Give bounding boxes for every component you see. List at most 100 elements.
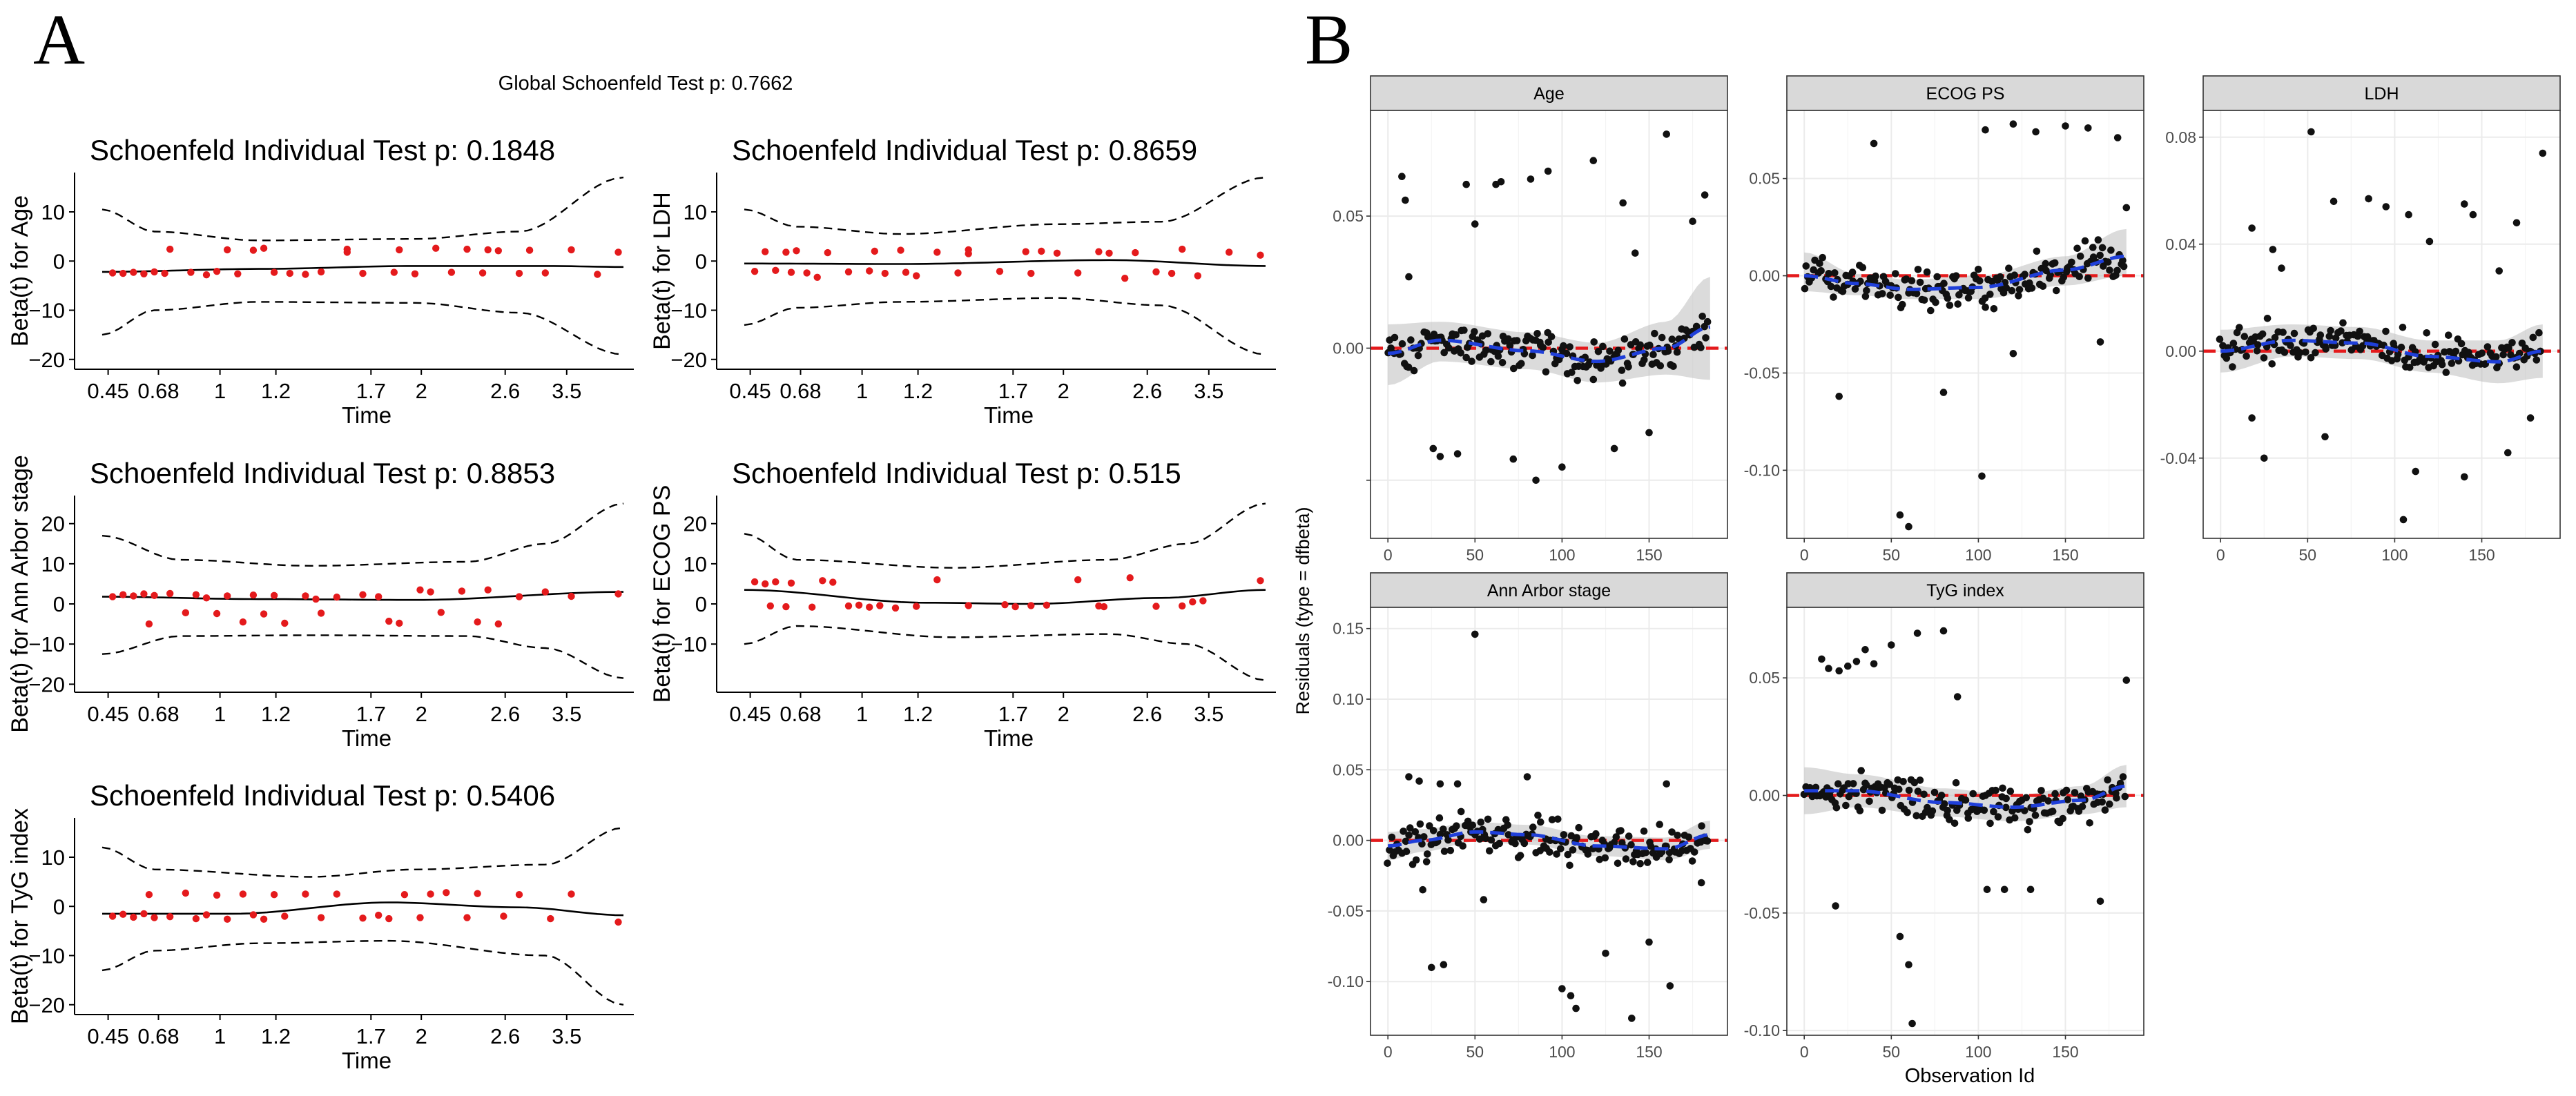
- y-tick-label: −20: [28, 993, 65, 1017]
- plot-title: Schoenfeld Individual Test p: 0.515: [732, 457, 1181, 489]
- residual-point: [1257, 251, 1264, 259]
- residual-point: [239, 618, 247, 626]
- y-tick-label: 0.04: [2165, 235, 2196, 253]
- x-tick-label: 1.7: [998, 702, 1028, 726]
- observation-point: [1387, 344, 1395, 352]
- smooth-fit-curve: [744, 259, 1266, 267]
- observation-point: [1895, 293, 1902, 302]
- x-tick-label: 1.7: [998, 379, 1028, 403]
- observation-point: [1651, 329, 1658, 337]
- residual-point: [400, 891, 409, 899]
- observation-point: [1862, 781, 1870, 789]
- observation-point: [2064, 796, 2072, 803]
- observation-point: [1664, 347, 1672, 355]
- residual-point: [1022, 248, 1029, 255]
- observation-point: [2015, 286, 2024, 293]
- observation-point: [1482, 834, 1490, 843]
- y-tick-label: 10: [684, 200, 707, 224]
- outlier-point: [2248, 414, 2256, 422]
- outlier-point: [2248, 224, 2256, 232]
- observation-point: [1952, 779, 1960, 787]
- outlier-point: [1453, 780, 1462, 788]
- observation-point: [2505, 344, 2512, 352]
- observation-point: [1513, 337, 1521, 344]
- observation-point: [1562, 349, 1571, 358]
- residual-point: [1001, 601, 1009, 609]
- y-tick-label: 0.05: [1333, 761, 1364, 779]
- residual-point: [484, 586, 492, 594]
- x-tick-label: 1: [214, 1024, 226, 1048]
- residual-point: [312, 595, 320, 603]
- outlier-point: [1405, 273, 1413, 281]
- observation-point: [1940, 280, 1948, 288]
- residual-point: [844, 268, 853, 276]
- residual-point: [876, 602, 884, 609]
- observation-point: [1816, 260, 1823, 268]
- outlier-point: [1701, 191, 1709, 199]
- outlier-point: [2122, 676, 2131, 684]
- observation-point: [1649, 351, 1657, 358]
- x-tick-label: 0.45: [87, 702, 128, 726]
- residual-point: [396, 619, 403, 627]
- observation-point: [1665, 856, 1673, 863]
- observation-point: [1548, 816, 1556, 823]
- residual-point: [866, 603, 873, 611]
- observation-point: [2438, 360, 2446, 369]
- residual-point: [1074, 269, 1082, 277]
- observation-point: [1946, 816, 1953, 823]
- observation-point: [1920, 790, 1928, 799]
- observation-point: [1932, 298, 1939, 306]
- y-tick-label: 0: [695, 249, 707, 273]
- outlier-point: [1852, 658, 1861, 665]
- residual-point: [933, 248, 941, 256]
- observation-point: [2478, 349, 2486, 357]
- observation-point: [1992, 786, 1999, 794]
- observation-point: [1859, 264, 1867, 272]
- residual-point: [140, 910, 148, 918]
- observation-point: [1658, 333, 1666, 342]
- observation-point: [1422, 858, 1431, 865]
- residual-point: [1168, 269, 1176, 277]
- residual-point: [478, 269, 487, 277]
- observation-point: [1445, 344, 1453, 352]
- observation-point: [1599, 342, 1607, 351]
- observation-point: [1440, 848, 1449, 855]
- observation-point: [1429, 827, 1437, 834]
- dfbeta-facet-dfb-tyg: TyG index -0.10 -0.05 0.00 0.05 0 50 100 150: [1744, 572, 2144, 1061]
- observation-point: [2216, 335, 2224, 343]
- observation-point: [1636, 860, 1644, 868]
- residual-point: [302, 592, 309, 600]
- observation-point: [1584, 850, 1592, 858]
- x-tick-label: 2: [416, 379, 427, 403]
- observation-point: [1557, 845, 1565, 853]
- residual-point: [108, 593, 117, 600]
- observation-point: [1916, 278, 1924, 286]
- outlier-point: [2504, 449, 2512, 457]
- outlier-point: [1405, 773, 1413, 781]
- observation-point: [1863, 286, 1870, 295]
- residual-point: [897, 246, 904, 254]
- observation-point: [2076, 253, 2084, 260]
- x-tick-label: 1: [856, 702, 868, 726]
- residual-point: [787, 579, 795, 587]
- observation-point: [2015, 292, 2022, 300]
- y-tick-label: −20: [28, 348, 65, 372]
- global-test-title: Global Schoenfeld Test p: 0.7662: [498, 72, 793, 95]
- x-tick-label: 50: [1466, 1043, 1484, 1061]
- observation-point: [2302, 349, 2309, 356]
- observation-point: [1980, 806, 1988, 814]
- x-tick-label: 0: [1800, 1043, 1809, 1061]
- observation-point: [1457, 808, 1465, 816]
- observation-point: [2107, 246, 2115, 254]
- residual-point: [1121, 275, 1129, 282]
- observation-point: [1946, 302, 1954, 309]
- residual-point: [996, 268, 1004, 275]
- observation-point: [1685, 833, 1693, 841]
- observation-point: [1618, 379, 1627, 387]
- observation-point: [2033, 247, 2041, 255]
- residual-point: [151, 914, 158, 921]
- observation-point: [2363, 333, 2372, 341]
- outlier-point: [1663, 130, 1670, 138]
- residual-point: [202, 911, 211, 919]
- y-tick-label: 0.05: [1749, 669, 1780, 687]
